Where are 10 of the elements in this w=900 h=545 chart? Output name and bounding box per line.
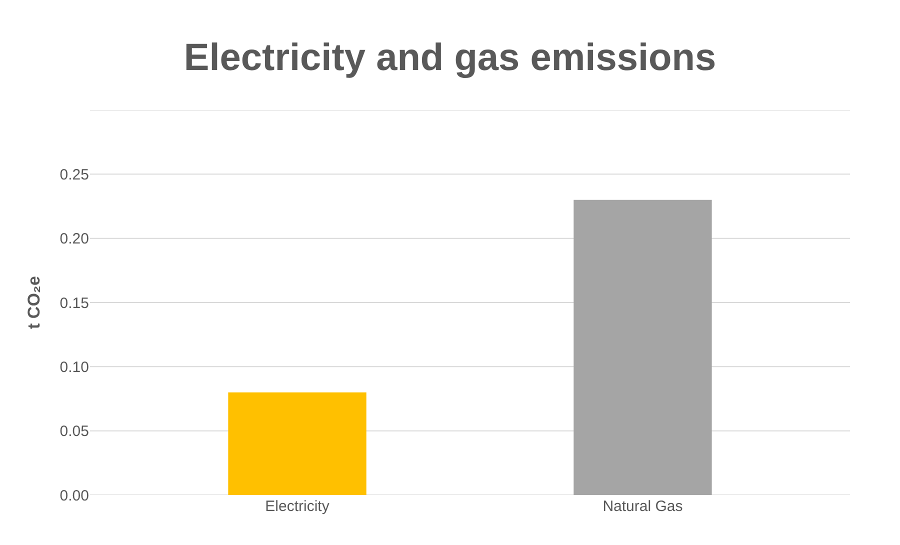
y-axis-title: t CO₂e [24, 276, 44, 329]
y-tick-label: 0.05 [60, 423, 89, 440]
y-tick-label: 0.25 [60, 166, 89, 184]
x-tick-label: Natural Gas [602, 498, 683, 515]
chart-title: Electricity and gas emissions [184, 37, 716, 80]
y-tick-label: 0.15 [60, 294, 89, 312]
x-tick-label: Electricity [265, 498, 330, 515]
y-tick-label: 0.00 [60, 487, 89, 504]
y-tick-label: 0.20 [60, 230, 89, 248]
y-tick-label: 0.10 [60, 358, 89, 376]
